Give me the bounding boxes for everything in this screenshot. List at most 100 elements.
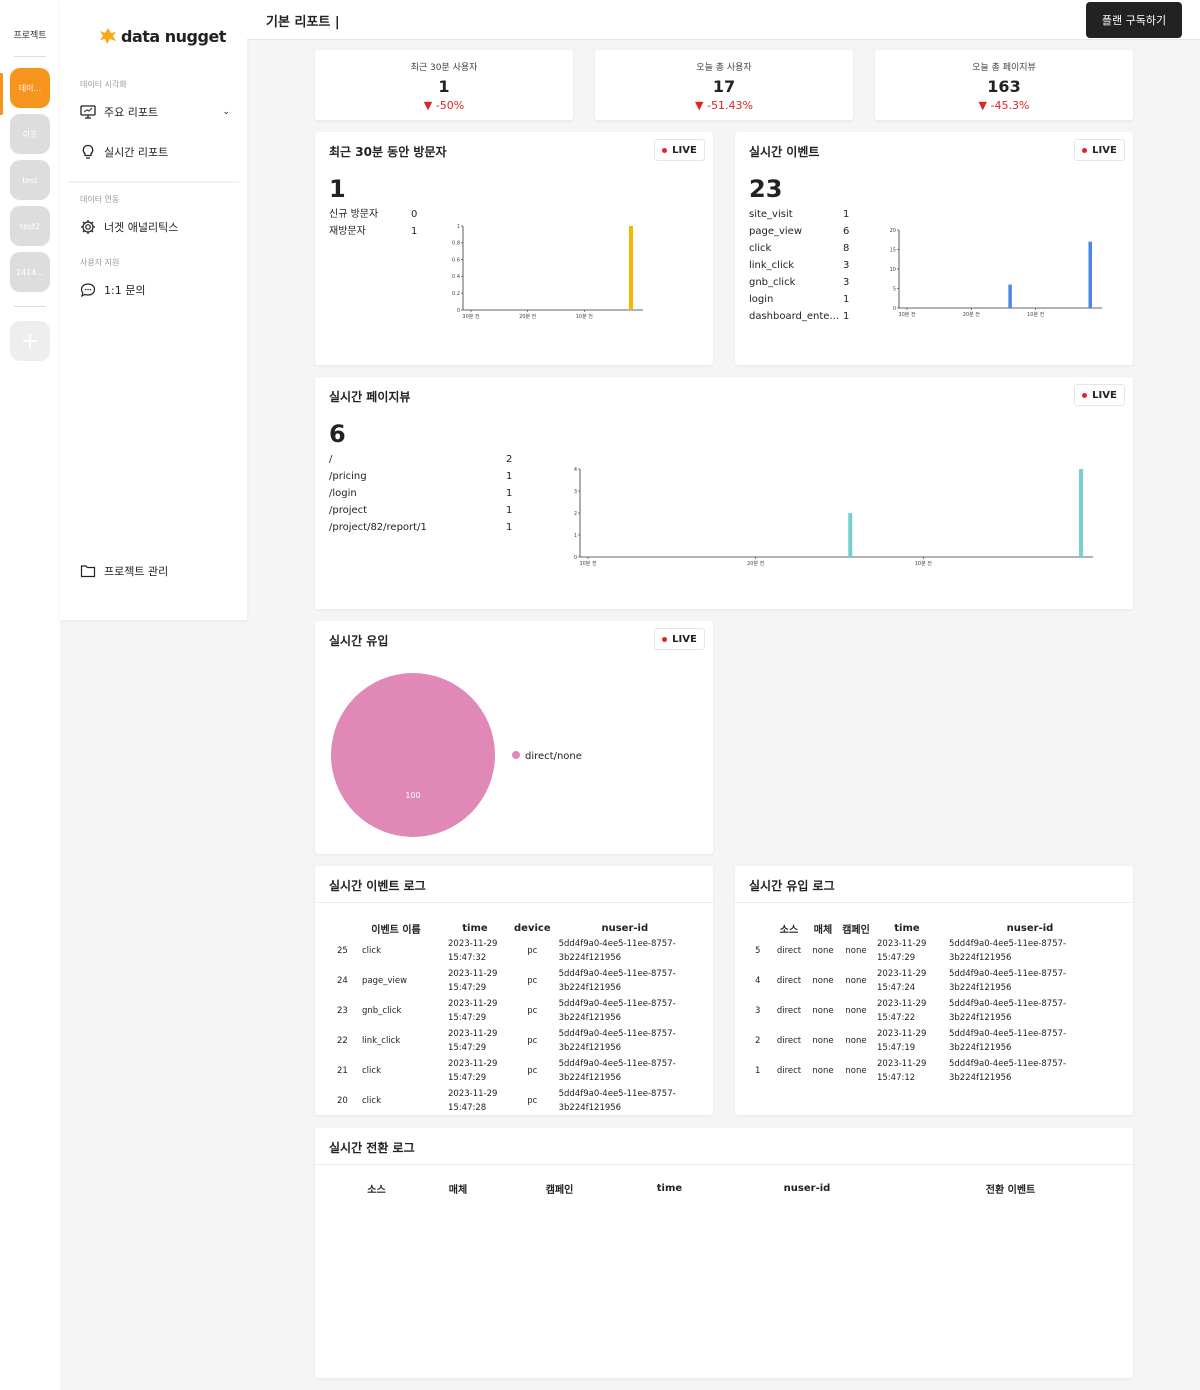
- monitor-icon: [80, 105, 96, 119]
- table-cell: pc: [527, 1066, 538, 1076]
- nav-main-report[interactable]: 주요 리포트 ⌄: [80, 104, 230, 120]
- nav-inquiry[interactable]: 1:1 문의: [80, 282, 230, 298]
- live-dot-icon: [1082, 392, 1088, 398]
- stat-change: ▼ -45.3%: [875, 99, 1133, 112]
- table-header-row: 소스 매체 캠페인 time nuser-id: [749, 920, 1119, 936]
- list-item: dashboard_ente... 1: [749, 308, 849, 325]
- table-cell: link_click: [362, 1036, 401, 1046]
- active-indicator: [0, 73, 3, 115]
- nav-project-manage[interactable]: 프로젝트 관리: [80, 563, 230, 579]
- table-row[interactable]: 25 click 2023-11-29 15:47:32 pc 5dd4f9a0-4ee…: [329, 936, 699, 966]
- table-row[interactable]: 3 direct none none 2023-11-29 15:47:22 5dd4f9…: [749, 996, 1119, 1026]
- inflow-card: 실시간 유입 LIVE 100 direct/none: [315, 621, 713, 854]
- table-row[interactable]: 24 page_view 2023-11-29 15:47:29 pc 5dd4f9a0…: [329, 966, 699, 996]
- list-item: gnb_click 3: [749, 274, 849, 291]
- project-item[interactable]: test2: [10, 206, 50, 246]
- table-cell: 5dd4f9a0-4ee5-11ee-8757-3b224f121956: [949, 999, 1067, 1023]
- nav-inquiry-label: 1:1 문의: [104, 284, 146, 297]
- list-item: site_visit 1: [749, 206, 849, 223]
- chat-bubble-icon: [80, 283, 96, 298]
- plan-subscribe-button[interactable]: 플랜 구독하기: [1086, 2, 1182, 38]
- table-cell: direct: [776, 976, 802, 986]
- table-cell: 5dd4f9a0-4ee5-11ee-8757-3b224f121956: [558, 1059, 676, 1083]
- live-label: LIVE: [1092, 144, 1117, 156]
- list-item: 재방문자 1: [329, 223, 417, 240]
- stat-value: 17: [712, 77, 736, 96]
- gear-icon: [81, 220, 95, 234]
- stat-label: 오늘 총 사용자: [696, 63, 752, 73]
- sidebar: data nugget 데이터 시각화 주요 리포트 ⌄ 실시간 리포트 데이터…: [60, 0, 247, 620]
- chevron-down-icon[interactable]: ⌄: [222, 107, 230, 117]
- table-cell: click: [362, 946, 381, 956]
- table-cell: none: [812, 1066, 834, 1076]
- conversion-log-table: 소스 매체 캠페인 time nuser-id 전환 이벤트: [329, 1180, 1119, 1196]
- table-cell: pc: [527, 976, 538, 986]
- live-label: LIVE: [672, 633, 697, 645]
- item-value: 1: [506, 522, 513, 533]
- stat-value: 163: [987, 77, 1021, 96]
- card-title: 실시간 이벤트 로그: [329, 879, 426, 893]
- table-cell: 2023-11-29 15:47:29: [448, 1059, 498, 1083]
- item-value: 8: [843, 243, 850, 254]
- table-cell: 5dd4f9a0-4ee5-11ee-8757-3b224f121956: [949, 969, 1067, 993]
- nav-realtime-report-label: 실시간 리포트: [104, 146, 169, 159]
- item-value: 3: [843, 260, 850, 271]
- column-header: nuser-id: [783, 1182, 831, 1194]
- x-tick-label: 30분 전: [462, 313, 480, 320]
- list-item: login 1: [749, 291, 849, 308]
- list-item: /pricing 1: [329, 468, 512, 485]
- live-dot-icon: [662, 147, 668, 153]
- table-row[interactable]: 2 direct none none 2023-11-29 15:47:19 5dd4f9…: [749, 1026, 1119, 1056]
- live-badge: LIVE: [654, 139, 705, 161]
- table-cell: 5dd4f9a0-4ee5-11ee-8757-3b224f121956: [949, 1029, 1067, 1053]
- item-value: 3: [843, 277, 850, 288]
- y-tick-label: 15: [890, 247, 896, 253]
- inflow-pie-chart: 100 direct/none: [331, 673, 582, 837]
- table-cell: direct: [776, 1036, 802, 1046]
- table-cell: none: [812, 946, 834, 956]
- project-item[interactable]: test: [10, 160, 50, 200]
- rail-title: 프로젝트: [13, 31, 47, 41]
- table-cell: 21: [337, 1066, 348, 1076]
- table-cell: 5dd4f9a0-4ee5-11ee-8757-3b224f121956: [949, 939, 1067, 963]
- table-cell: 22: [337, 1036, 348, 1046]
- down-arrow-icon: ▼: [695, 99, 704, 112]
- column-header: time: [894, 922, 920, 934]
- table-cell: click: [362, 1096, 381, 1106]
- table-row[interactable]: 21 click 2023-11-29 15:47:29 pc 5dd4f9a0-4ee…: [329, 1056, 699, 1086]
- legend-label: direct/none: [525, 751, 582, 762]
- item-value: 1: [843, 209, 850, 220]
- nav-analytics[interactable]: 너겟 애널리틱스: [80, 219, 230, 235]
- table-cell: 23: [337, 1006, 348, 1016]
- bar: [629, 226, 633, 310]
- table-cell: 2023-11-29 15:47:29: [448, 999, 498, 1023]
- table-row[interactable]: 23 gnb_click 2023-11-29 15:47:29 pc 5dd4f9a0…: [329, 996, 699, 1026]
- table-row[interactable]: 1 direct none none 2023-11-29 15:47:12 5dd4f9…: [749, 1056, 1119, 1086]
- project-item[interactable]: 데이...: [10, 68, 50, 108]
- table-row[interactable]: 5 direct none none 2023-11-29 15:47:29 5dd4f9…: [749, 936, 1119, 966]
- logo-text: data nugget: [121, 26, 226, 46]
- card-header: 실시간 전환 로그: [315, 1128, 1133, 1165]
- add-project-button[interactable]: +: [10, 321, 50, 361]
- y-tick-label: 4: [574, 467, 577, 473]
- bar: [848, 513, 853, 557]
- x-tick-label: 10분 전: [576, 313, 594, 320]
- project-item[interactable]: 1414...: [10, 252, 50, 292]
- table-row[interactable]: 22 link_click 2023-11-29 15:47:29 pc 5dd4f9a…: [329, 1026, 699, 1056]
- column-header: 매체: [813, 924, 833, 936]
- table-row[interactable]: 20 click 2023-11-29 15:47:28 pc 5dd4f9a0-4ee…: [329, 1086, 699, 1116]
- card-header: 실시간 이벤트 로그: [315, 866, 713, 903]
- nav-realtime-report[interactable]: 실시간 리포트: [80, 144, 230, 160]
- table-cell: 2: [755, 1036, 761, 1046]
- table-cell: 5dd4f9a0-4ee5-11ee-8757-3b224f121956: [558, 1029, 676, 1053]
- x-tick-label: 20분 전: [519, 313, 537, 320]
- column-header: 매체: [448, 1184, 468, 1196]
- stat-value: 1: [438, 77, 450, 96]
- item-key: /project/82/report/1: [329, 522, 427, 533]
- table-row[interactable]: 4 direct none none 2023-11-29 15:47:24 5dd4f9…: [749, 966, 1119, 996]
- logo[interactable]: data nugget: [98, 26, 226, 46]
- column-header: 이벤트 이름: [371, 924, 421, 936]
- project-item[interactable]: 이웃: [10, 114, 50, 154]
- item-key: login: [749, 294, 774, 305]
- table-cell: 20: [337, 1096, 348, 1106]
